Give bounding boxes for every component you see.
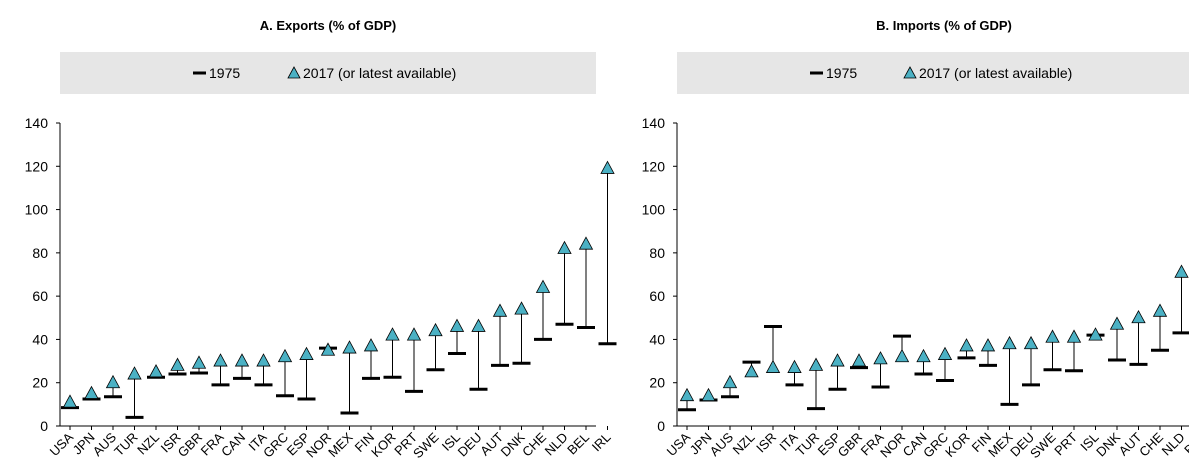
marker-2017-aus [722, 374, 738, 389]
x-label-isr: ISR [753, 430, 779, 456]
legend-1975-label: 1975 [209, 65, 240, 81]
legend-box [677, 52, 1189, 94]
marker-2017-isr [170, 357, 185, 371]
y-tick-label: 140 [25, 115, 49, 131]
panel-exports: A. Exports (% of GDP) 1975 2017 (or latest… [25, 18, 617, 461]
marker-2017-nld [557, 240, 572, 254]
marker-2017-grc [277, 348, 293, 363]
y-tick-label: 20 [649, 375, 665, 391]
marker-2017-jpn [701, 387, 716, 402]
legend-1975-label: 1975 [826, 65, 857, 81]
marker-2017-nld [1174, 264, 1189, 278]
marker-2017-mex [342, 340, 357, 354]
marker-2017-bel [578, 236, 594, 250]
marker-2017-grc [937, 346, 953, 360]
marker-2017-swe [428, 322, 443, 337]
x-label-can: CAN [218, 430, 248, 460]
marker-2017-tur [127, 366, 142, 380]
y-tick-label: 0 [40, 418, 48, 434]
marker-2017-fin [363, 338, 379, 352]
marker-2017-dnk [1109, 316, 1125, 330]
marker-2017-kor [959, 338, 974, 352]
marker-2017-fra [213, 353, 228, 367]
marker-2017-deu [1023, 335, 1039, 350]
legend-2017-label: 2017 (or latest available) [919, 65, 1072, 81]
marker-2017-esp [299, 346, 314, 360]
y-tick-label: 20 [32, 375, 48, 391]
marker-2017-isr [765, 359, 781, 373]
legend-2017-marker [903, 66, 917, 79]
marker-2017-usa [62, 394, 78, 408]
marker-2017-nzl [744, 364, 759, 378]
marker-2017-usa [679, 387, 695, 402]
marker-2017-prt [406, 327, 422, 341]
marker-2017-isl [449, 318, 465, 332]
marker-2017-can [234, 353, 250, 367]
y-tick-label: 120 [642, 158, 666, 174]
y-tick-label: 0 [657, 418, 665, 434]
legend-2017-marker [287, 66, 301, 79]
marker-2017-dnk [514, 301, 529, 315]
y-tick-label: 60 [649, 288, 665, 304]
x-label-swe: SWE [410, 429, 442, 461]
marker-2017-deu [471, 318, 486, 332]
y-tick-label: 60 [32, 288, 48, 304]
marker-2017-che [1152, 303, 1168, 317]
marker-2017-irl [600, 160, 615, 174]
marker-2017-gbr [851, 353, 867, 367]
marker-2017-kor [385, 327, 400, 341]
marker-2017-esp [830, 353, 845, 367]
y-tick-label: 40 [649, 331, 665, 347]
panel-title: B. Imports (% of GDP) [876, 18, 1012, 33]
y-tick-label: 100 [642, 202, 666, 218]
marker-2017-aus [105, 374, 121, 389]
marker-2017-aut [1131, 309, 1146, 324]
y-tick-label: 40 [32, 331, 48, 347]
marker-2017-fin [980, 338, 996, 352]
y-tick-label: 140 [642, 115, 666, 131]
x-label-prt: PRT [1051, 429, 1080, 458]
panel-imports: B. Imports (% of GDP) 1975 2017 (or latest… [642, 18, 1189, 461]
legend-2017-label: 2017 (or latest available) [303, 65, 456, 81]
marker-2017-tur [808, 357, 824, 371]
x-label-irl: IRL [589, 430, 614, 455]
marker-2017-che [535, 279, 551, 293]
marker-2017-nor [320, 342, 336, 356]
panel-title: A. Exports (% of GDP) [260, 18, 397, 33]
marker-2017-jpn [84, 385, 99, 399]
marker-2017-can [916, 348, 931, 363]
marker-2017-ita [256, 353, 271, 367]
marker-2017-gbr [191, 355, 207, 369]
y-tick-label: 100 [25, 202, 49, 218]
x-label-bel: BEL [1181, 430, 1189, 458]
legend-box [60, 52, 596, 94]
marker-2017-isl [1088, 327, 1103, 341]
marker-2017-mex [1002, 335, 1017, 350]
y-tick-label: 120 [25, 158, 49, 174]
marker-2017-nzl [148, 364, 164, 378]
y-tick-label: 80 [32, 245, 48, 261]
marker-2017-swe [1045, 329, 1060, 343]
marker-2017-fra [873, 351, 888, 365]
y-tick-label: 80 [649, 245, 665, 261]
marker-2017-aut [492, 303, 508, 317]
marker-2017-nor [894, 348, 910, 363]
marker-2017-ita [787, 359, 802, 373]
marker-2017-prt [1066, 329, 1082, 343]
